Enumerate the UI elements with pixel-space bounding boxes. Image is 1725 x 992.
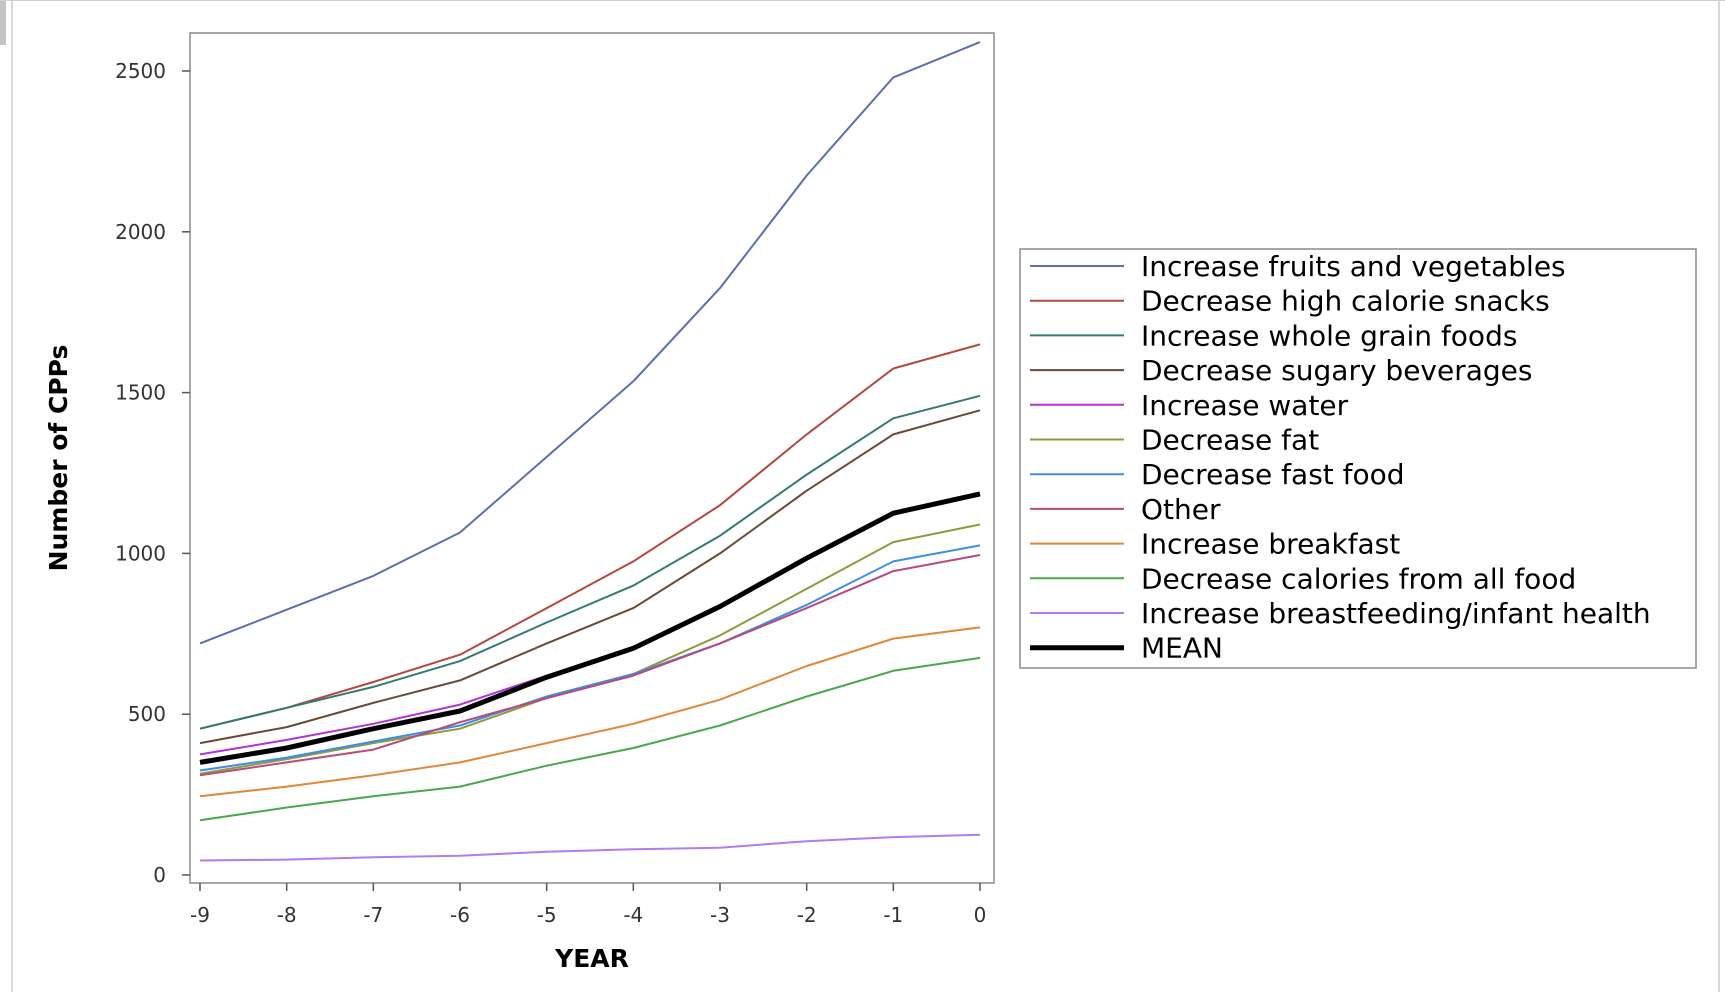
legend-label: Decrease high calorie snacks bbox=[1141, 285, 1550, 318]
legend-label: Increase breastfeeding/infant health bbox=[1141, 597, 1651, 630]
y-tick-label: 500 bbox=[128, 702, 166, 726]
legend-label: Decrease fast food bbox=[1141, 458, 1405, 491]
series-line-10 bbox=[199, 656, 981, 822]
series-line-9 bbox=[199, 626, 981, 798]
x-tick-label: -7 bbox=[363, 903, 383, 927]
series-line-2 bbox=[199, 343, 981, 730]
plot-area bbox=[189, 32, 995, 884]
x-axis: -9 -8 -7 -6 -5 -4 -3 -2 -1 0 bbox=[190, 883, 986, 927]
scroll-corner-mark bbox=[0, 1, 6, 45]
series-line-11 bbox=[199, 833, 981, 862]
x-tick-label: -3 bbox=[710, 903, 730, 927]
legend-label: Increase fruits and vegetables bbox=[1141, 250, 1566, 283]
x-axis-title: YEAR bbox=[554, 944, 629, 973]
legend-label: Increase whole grain foods bbox=[1141, 319, 1517, 352]
y-tick-label: 2500 bbox=[115, 59, 166, 83]
series-line-1 bbox=[199, 41, 981, 645]
legend-label: Decrease sugary beverages bbox=[1141, 354, 1532, 387]
series-line-3 bbox=[199, 394, 981, 730]
y-tick-label: 2000 bbox=[115, 220, 166, 244]
series-line-5 bbox=[199, 492, 981, 756]
x-tick-label: -4 bbox=[623, 903, 643, 927]
series-line-4 bbox=[199, 409, 981, 745]
x-tick-label: -8 bbox=[277, 903, 297, 927]
legend-label: MEAN bbox=[1141, 632, 1223, 665]
series-line-8 bbox=[199, 554, 981, 777]
y-axis: 0 500 1000 1500 2000 2500 bbox=[115, 59, 190, 887]
legend-label: Decrease calories from all food bbox=[1141, 562, 1576, 595]
legend-label: Increase water bbox=[1141, 389, 1349, 422]
series-layer bbox=[199, 41, 981, 862]
series-line-7 bbox=[199, 544, 981, 772]
y-tick-label: 1000 bbox=[115, 541, 166, 565]
x-tick-label: -1 bbox=[883, 903, 903, 927]
x-tick-label: -2 bbox=[797, 903, 817, 927]
legend-label: Increase breakfast bbox=[1141, 528, 1400, 561]
legend-label: Other bbox=[1141, 493, 1221, 526]
legend-box bbox=[1019, 248, 1697, 669]
y-tick-label: 0 bbox=[153, 863, 166, 887]
x-tick-label: -5 bbox=[537, 903, 557, 927]
x-tick-label: -6 bbox=[450, 903, 470, 927]
series-line-12 bbox=[199, 491, 981, 765]
legend-label: Decrease fat bbox=[1141, 424, 1319, 457]
y-tick-label: 1500 bbox=[115, 381, 166, 405]
panel-border-left bbox=[11, 1, 13, 992]
y-axis-title: Number of CPPs bbox=[44, 345, 73, 572]
panel-border-right bbox=[1718, 1, 1720, 992]
x-tick-label: -9 bbox=[190, 903, 210, 927]
x-tick-label: 0 bbox=[974, 903, 987, 927]
